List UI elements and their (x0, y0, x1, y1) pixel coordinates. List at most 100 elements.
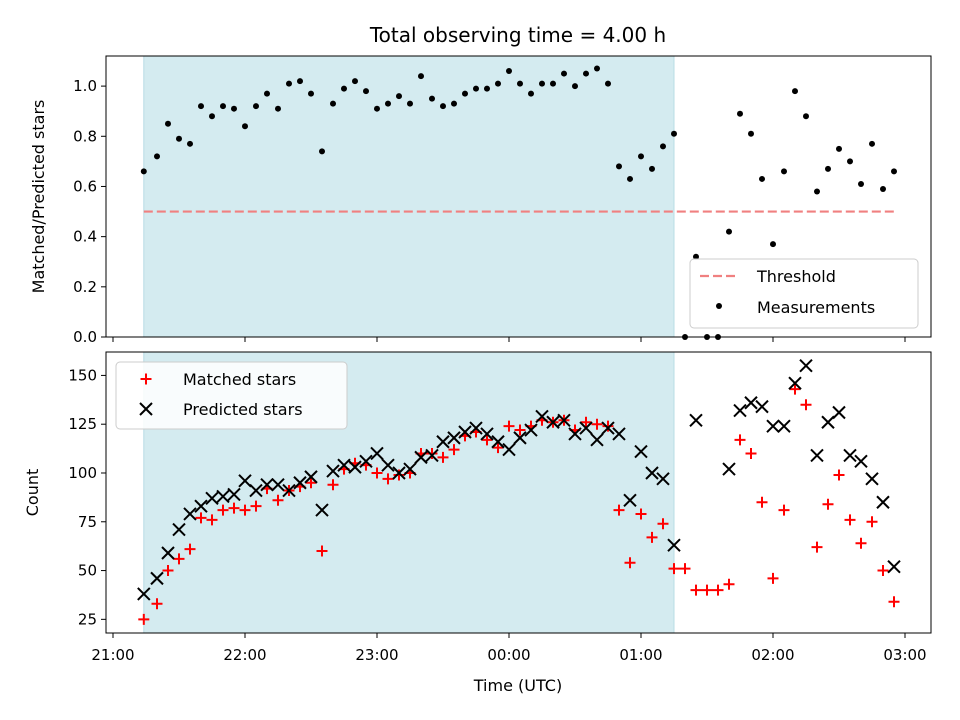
data-point (671, 130, 677, 137)
data-point (209, 113, 215, 120)
data-point (546, 415, 560, 429)
data-point (800, 399, 812, 411)
data-point (205, 491, 219, 506)
y-tick-label: 1.0 (73, 77, 97, 95)
data-point (253, 103, 259, 110)
data-point (319, 148, 325, 155)
data-point (198, 103, 204, 110)
data-point (634, 444, 648, 459)
legend-measurements-label: Measurements (757, 298, 875, 317)
data-point (217, 504, 229, 516)
data-point (836, 145, 842, 152)
data-point (668, 563, 680, 575)
data-point (393, 469, 405, 481)
data-point (646, 531, 658, 543)
data-point (759, 175, 765, 182)
y-axis-label: Count (23, 469, 42, 517)
data-point (304, 470, 318, 484)
data-point (788, 376, 802, 390)
data-point (272, 494, 284, 506)
data-point (425, 448, 439, 463)
data-point (657, 518, 669, 530)
data-point (766, 419, 780, 433)
data-point (580, 416, 592, 428)
data-point (138, 613, 150, 625)
data-point (514, 424, 526, 436)
x-tick-label: 00:00 (487, 646, 530, 664)
data-point (649, 165, 655, 172)
data-point (385, 100, 391, 107)
y-tick-label: 75 (78, 513, 97, 531)
data-point (250, 500, 262, 512)
data-point (418, 73, 424, 80)
data-point (568, 427, 582, 441)
data-point (341, 85, 347, 92)
data-point (326, 464, 340, 478)
data-point (154, 153, 160, 160)
data-point (667, 538, 681, 552)
data-point (854, 454, 868, 468)
data-point (810, 448, 824, 463)
legend-box (115, 361, 348, 430)
data-point (227, 487, 241, 502)
data-point (887, 559, 901, 574)
data-point (865, 472, 879, 486)
data-point (238, 474, 252, 488)
data-point (535, 409, 549, 424)
y-tick-label: 0.0 (73, 328, 97, 346)
data-point (448, 444, 460, 456)
data-point (337, 458, 351, 472)
data-point (187, 140, 193, 147)
data-point (561, 70, 567, 77)
data-point (557, 413, 571, 428)
y-tick-label: 125 (68, 415, 97, 433)
y-tick-label: 0.4 (73, 228, 97, 246)
data-point (382, 473, 394, 485)
y-tick-label: 0.8 (73, 127, 97, 145)
legend-measurements-swatch (716, 303, 722, 309)
shaded-interval (143, 56, 675, 337)
data-point (778, 504, 790, 516)
data-point (693, 253, 699, 260)
x-tick-label: 23:00 (355, 646, 398, 664)
data-point (297, 78, 303, 85)
data-point (414, 450, 428, 465)
data-point (722, 462, 736, 476)
data-point (348, 460, 362, 474)
data-point (638, 153, 644, 160)
data-point (748, 130, 754, 137)
legend-box (689, 258, 919, 329)
data-point (228, 502, 240, 514)
data-point (855, 537, 867, 549)
x-tick-label: 21:00 (91, 646, 134, 664)
data-point (242, 123, 248, 130)
data-point (591, 418, 603, 430)
data-point (194, 499, 208, 513)
data-point (550, 80, 556, 87)
data-point (734, 434, 746, 446)
data-point (264, 90, 270, 97)
data-point (583, 70, 589, 77)
data-point (777, 419, 791, 433)
data-point (165, 120, 171, 127)
data-point (811, 541, 823, 553)
data-point (392, 466, 406, 480)
data-point (781, 168, 787, 175)
data-point (462, 90, 468, 97)
data-point (506, 68, 512, 75)
data-point (396, 93, 402, 100)
x-axis-label: Time (UTC) (473, 676, 562, 695)
bottom-panel: 25 50 75 100 125 150 21:00 22:00 23:00 00:00 01:00… (23, 351, 932, 664)
data-point (308, 90, 314, 97)
data-point (260, 477, 274, 492)
data-point (679, 563, 691, 575)
data-point (590, 433, 604, 447)
data-point (176, 135, 182, 142)
data-point (858, 180, 864, 187)
data-point (876, 495, 890, 509)
data-point (844, 514, 856, 526)
y-tick-label: 25 (78, 610, 97, 628)
data-point (712, 584, 724, 596)
data-point (723, 578, 735, 590)
y-tick-label: 50 (78, 562, 97, 580)
